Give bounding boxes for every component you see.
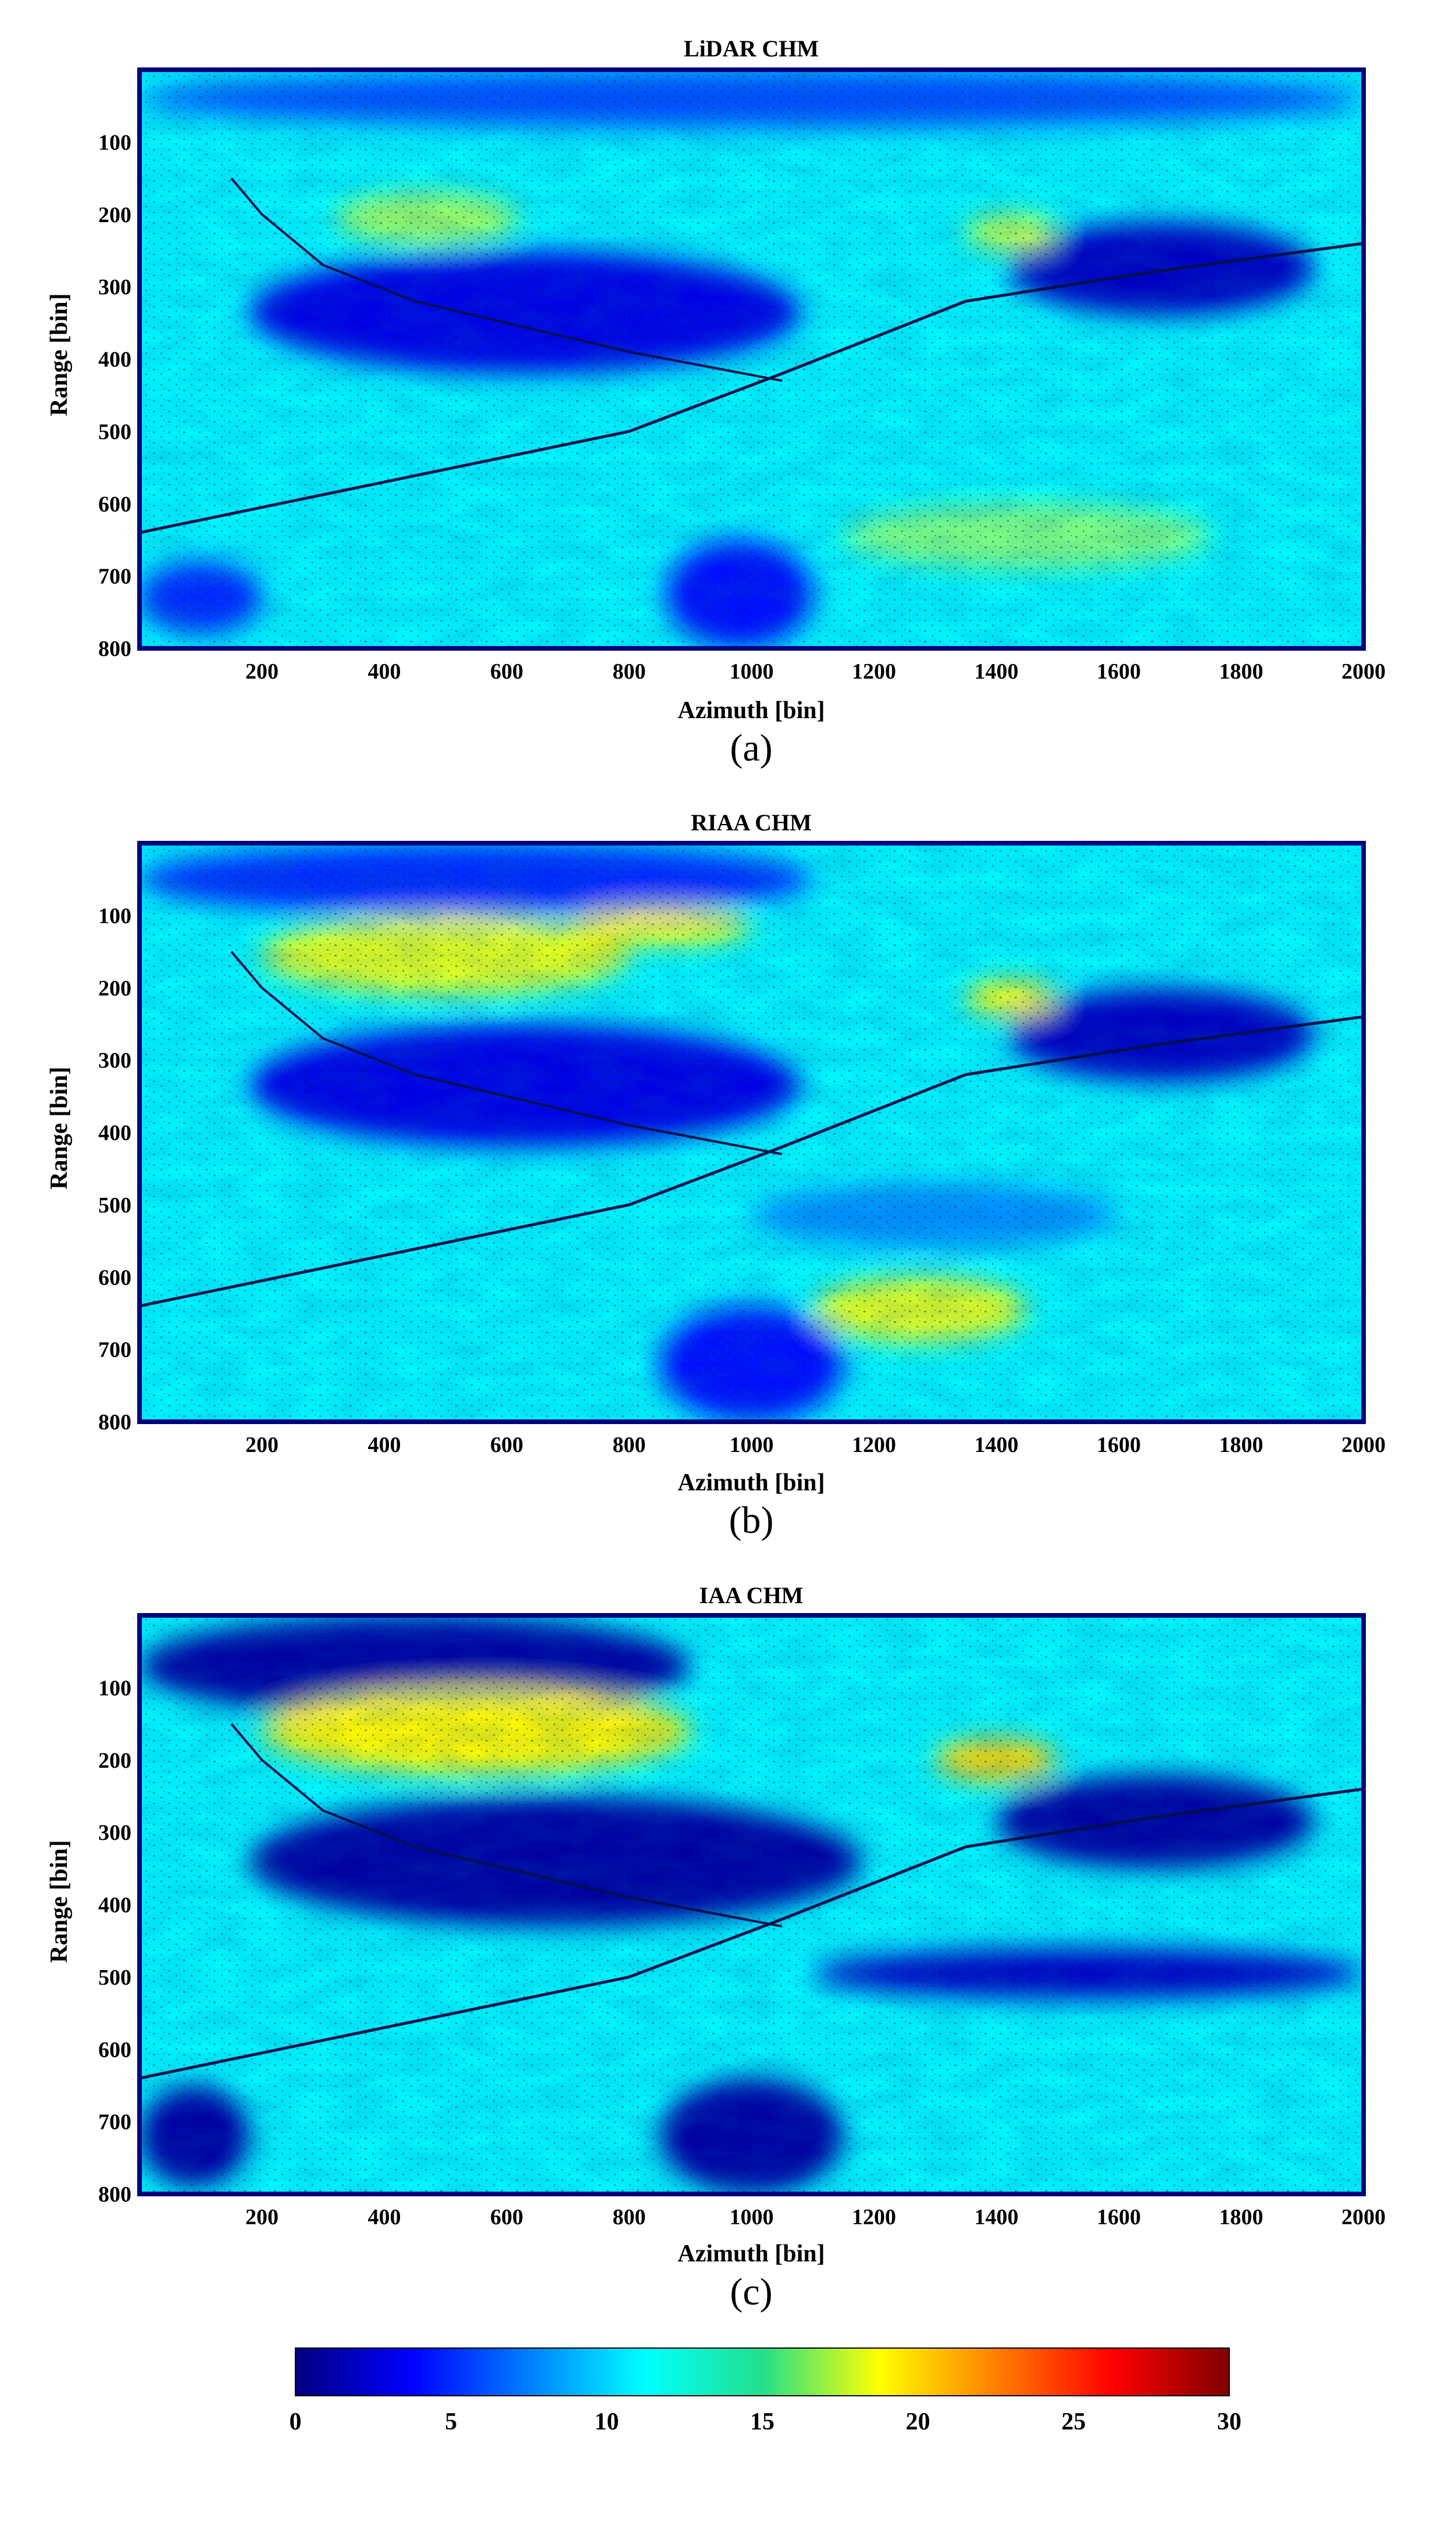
colorbar-tick-label: 20 bbox=[906, 2409, 930, 2435]
heatmap-panel-a: 200 400 600 800 1000 1200 1400 1600 1800 2000 100 2… bbox=[98, 67, 1386, 684]
y-tick-label: 600 bbox=[98, 2038, 131, 2062]
y-tick-label: 800 bbox=[98, 2182, 131, 2207]
x-tick-label: 600 bbox=[490, 659, 523, 684]
x-tick-label: 600 bbox=[490, 1433, 523, 1457]
x-tick-label: 2000 bbox=[1341, 659, 1386, 684]
x-tick-label: 2000 bbox=[1341, 2205, 1386, 2229]
x-tick-label: 1000 bbox=[730, 2205, 774, 2229]
x-tick-label: 400 bbox=[368, 1433, 401, 1457]
y-tick-label: 300 bbox=[98, 1821, 131, 1845]
x-axis-label-b: Azimuth [bin] bbox=[677, 1469, 825, 1496]
chart-title-b: RIAA CHM bbox=[691, 809, 812, 836]
colorbar-tick-label: 5 bbox=[445, 2409, 457, 2435]
y-axis-label-b: Range [bin] bbox=[46, 1066, 73, 1189]
x-tick-label: 800 bbox=[613, 1433, 646, 1457]
y-tick-label: 700 bbox=[98, 1338, 131, 1362]
colorbar-tick-label: 15 bbox=[750, 2409, 775, 2435]
y-tick-label: 400 bbox=[98, 1121, 131, 1146]
x-tick-label: 400 bbox=[368, 2205, 401, 2229]
y-tick-label: 700 bbox=[98, 2110, 131, 2135]
subcaption-a: (a) bbox=[730, 727, 772, 769]
y-tick-label: 300 bbox=[98, 1048, 131, 1073]
x-tick-label: 1600 bbox=[1097, 1433, 1141, 1457]
x-tick-label: 1400 bbox=[975, 2205, 1019, 2229]
x-tick-label: 800 bbox=[613, 659, 646, 684]
x-tick-label: 1600 bbox=[1097, 2205, 1141, 2229]
colorbar-tick-label: 0 bbox=[290, 2409, 302, 2435]
track-line bbox=[140, 242, 1364, 534]
y-tick-label: 100 bbox=[98, 130, 131, 155]
track-line bbox=[230, 1723, 783, 1928]
x-tick-label: 1600 bbox=[1097, 659, 1141, 684]
y-tick-label: 600 bbox=[98, 492, 131, 516]
heatmap-panel-b: 200 400 600 800 1000 1200 1400 1600 1800 2000 100 2… bbox=[98, 841, 1386, 1457]
y-tick-label: 200 bbox=[98, 976, 131, 1001]
x-tick-label: 1200 bbox=[852, 2205, 896, 2229]
x-tick-label: 1800 bbox=[1219, 2205, 1264, 2229]
x-tick-label: 1000 bbox=[730, 659, 774, 684]
track-line bbox=[140, 1788, 1364, 2080]
colorbar bbox=[295, 2347, 1230, 2396]
x-tick-label: 200 bbox=[245, 1433, 279, 1457]
y-tick-label: 800 bbox=[98, 1410, 131, 1435]
y-tick-label: 400 bbox=[98, 1893, 131, 1918]
plot-frame-b bbox=[137, 841, 1366, 1424]
y-tick-label: 500 bbox=[98, 1965, 131, 1990]
y-axis-label-a: Range [bin] bbox=[46, 293, 73, 416]
y-tick-label: 100 bbox=[98, 1676, 131, 1700]
y-tick-label: 500 bbox=[98, 1193, 131, 1218]
x-tick-label: 2000 bbox=[1341, 1433, 1386, 1457]
plot-frame-c bbox=[137, 1613, 1366, 2196]
y-tick-label: 200 bbox=[98, 1749, 131, 1773]
y-tick-label: 300 bbox=[98, 275, 131, 299]
subcaption-b: (b) bbox=[729, 1499, 774, 1542]
track-line bbox=[230, 951, 783, 1155]
y-tick-label: 700 bbox=[98, 565, 131, 589]
y-tick-label: 800 bbox=[98, 637, 131, 661]
y-tick-label: 600 bbox=[98, 1265, 131, 1290]
x-axis-label-a: Azimuth [bin] bbox=[677, 697, 825, 724]
x-axis-label-c: Azimuth [bin] bbox=[677, 2240, 825, 2267]
colorbar-tick-label: 25 bbox=[1061, 2409, 1086, 2435]
y-tick-label: 400 bbox=[98, 348, 131, 372]
x-tick-label: 1200 bbox=[852, 1433, 896, 1457]
colorbar-tick-label: 10 bbox=[594, 2409, 619, 2435]
subcaption-c: (c) bbox=[730, 2271, 772, 2313]
x-tick-label: 1400 bbox=[975, 1433, 1019, 1457]
plot-frame-a bbox=[137, 67, 1366, 651]
chart-title-a: LiDAR CHM bbox=[684, 35, 819, 62]
y-axis-label-c: Range [bin] bbox=[46, 1840, 73, 1963]
x-tick-label: 1400 bbox=[975, 659, 1019, 684]
x-tick-label: 200 bbox=[245, 2205, 279, 2229]
x-tick-label: 200 bbox=[245, 659, 279, 684]
track-line bbox=[140, 1015, 1364, 1308]
y-tick-label: 200 bbox=[98, 203, 131, 227]
x-tick-label: 800 bbox=[613, 2205, 646, 2229]
x-tick-label: 1800 bbox=[1219, 1433, 1264, 1457]
x-tick-label: 1000 bbox=[730, 1433, 774, 1457]
track-line bbox=[230, 177, 783, 382]
colorbar-tick-label: 30 bbox=[1217, 2409, 1241, 2435]
x-tick-label: 400 bbox=[368, 659, 401, 684]
heatmap-panel-c: 200 400 600 800 1000 1200 1400 1600 1800 2000 100 2… bbox=[98, 1613, 1386, 2229]
y-tick-label: 100 bbox=[98, 904, 131, 928]
x-tick-label: 1200 bbox=[852, 659, 896, 684]
y-tick-label: 500 bbox=[98, 420, 131, 444]
x-tick-label: 1800 bbox=[1219, 659, 1264, 684]
chart-title-c: IAA CHM bbox=[700, 1582, 804, 1608]
x-tick-label: 600 bbox=[490, 2205, 523, 2229]
